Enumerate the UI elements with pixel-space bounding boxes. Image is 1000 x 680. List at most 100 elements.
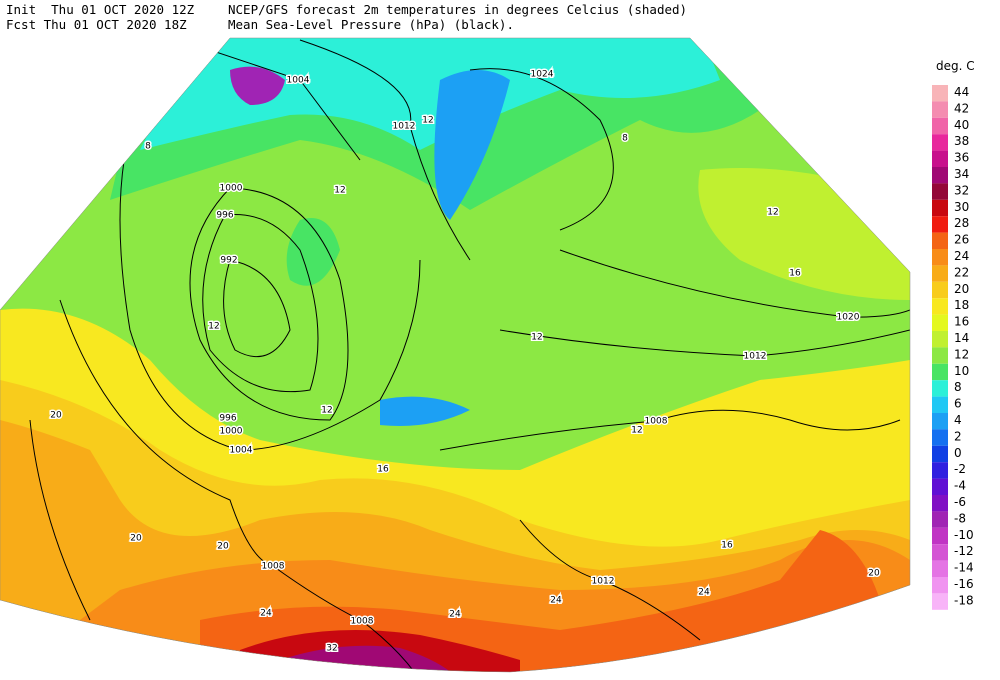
- legend-label: -10: [954, 528, 974, 542]
- temp-label: 32: [326, 644, 337, 654]
- legend-swatch: [932, 265, 948, 282]
- isobar: [559, 249, 910, 318]
- legend-swatch: [932, 314, 948, 331]
- legend-label: 12: [954, 347, 969, 361]
- legend-swatch: [932, 85, 948, 102]
- legend-label: 18: [954, 298, 969, 312]
- isobar: [59, 299, 421, 672]
- field-scandes: [434, 70, 510, 220]
- isobar: [223, 259, 291, 358]
- legend-label: -4: [954, 479, 966, 493]
- isobar-labels: 1004 1024 1012 1000 996 992 996 1000 100…: [215, 68, 861, 628]
- isobar: [519, 519, 701, 641]
- temp-label: 12: [321, 406, 332, 416]
- legend-label: 36: [954, 151, 969, 165]
- temp-label: 20: [217, 542, 229, 552]
- temperature-labels: 12 12 8 8 12 12 12 12 16 16 12 20 20 20 …: [49, 114, 882, 655]
- init-line: Init Thu 01 OCT 2020 12Z: [6, 2, 195, 17]
- temp-label: 8: [622, 134, 628, 144]
- legend-swatch: [932, 429, 948, 446]
- legend-label: -18: [954, 593, 974, 607]
- legend-label: 26: [954, 233, 969, 247]
- temp-label: 16: [789, 269, 801, 279]
- legend-label: 0: [954, 446, 962, 460]
- legend-label: 32: [954, 183, 969, 197]
- title-line: NCEP/GFS forecast 2m temperatures in deg…: [228, 2, 687, 17]
- isobar-label: 1024: [531, 70, 554, 80]
- legend-swatch: [932, 413, 948, 430]
- temp-label: 12: [631, 426, 642, 436]
- legend-label: 14: [954, 331, 969, 345]
- legend-label: 40: [954, 118, 969, 132]
- legend-swatch: [932, 150, 948, 167]
- legend-swatch: [932, 249, 948, 266]
- legend-label: -2: [954, 462, 966, 476]
- legend-swatch: [932, 117, 948, 135]
- temp-label: 12: [767, 208, 778, 218]
- legend-label: 42: [954, 101, 969, 115]
- legend-swatch: [932, 478, 948, 495]
- legend-label: -6: [954, 495, 966, 509]
- field-alps: [380, 396, 470, 426]
- legend-swatch: [932, 363, 948, 381]
- legend-swatch: [932, 134, 948, 151]
- isobar-label: 1008: [645, 417, 668, 427]
- legend-swatch: [932, 167, 948, 184]
- legend-swatch: [932, 577, 948, 594]
- isobar: [119, 59, 421, 451]
- isobar-label: 1012: [393, 122, 416, 132]
- temp-label: 20: [130, 534, 142, 544]
- isobar-label: 1008: [351, 617, 374, 627]
- fcst-line: Fcst Thu 01 OCT 2020 18Z: [6, 17, 187, 32]
- legend-label: -14: [954, 561, 974, 575]
- temp-label: 24: [260, 609, 272, 619]
- isobar: [499, 329, 910, 357]
- legend-swatch: [932, 199, 948, 217]
- field-8: [140, 38, 720, 150]
- legend-label: 8: [954, 380, 962, 394]
- temp-label: 12: [334, 186, 345, 196]
- isobar-label: 996: [216, 211, 233, 221]
- isobar-label: 992: [220, 256, 237, 266]
- legend-swatch: [932, 462, 948, 479]
- legend-label: 16: [954, 315, 969, 329]
- legend-label: 28: [954, 216, 969, 230]
- isobar: [189, 187, 349, 421]
- legend-title: deg. C: [936, 59, 975, 73]
- temp-label: 24: [449, 610, 461, 620]
- legend-swatch: [932, 331, 948, 348]
- legend-label: 6: [954, 397, 962, 411]
- legend: 4442403836343230282624222018161412108642…: [932, 85, 974, 610]
- legend-swatch: [932, 511, 948, 528]
- temp-label: 20: [868, 569, 880, 579]
- temp-label: 12: [531, 333, 542, 343]
- legend-label: 30: [954, 200, 969, 214]
- isobar: [299, 39, 471, 261]
- temp-label: 12: [208, 322, 219, 332]
- isobar-label: 1000: [220, 427, 243, 437]
- isobars: [29, 39, 910, 672]
- isobar: [469, 68, 614, 231]
- legend-swatch: [932, 544, 948, 561]
- isobar-label: 996: [219, 414, 236, 424]
- subtitle-line: Mean Sea-Level Pressure (hPa) (black).: [228, 17, 514, 32]
- legend-label: -16: [954, 577, 974, 591]
- isobar-label: 1012: [592, 577, 615, 587]
- temperature-field: [0, 38, 910, 672]
- temp-label: 16: [377, 465, 389, 475]
- legend-label: -12: [954, 544, 974, 558]
- isobar-label: 1000: [220, 184, 243, 194]
- temp-label: 8: [145, 142, 151, 152]
- legend-swatch: [932, 298, 948, 315]
- legend-label: 10: [954, 364, 969, 378]
- isobar: [202, 213, 319, 393]
- legend-label: 38: [954, 134, 969, 148]
- legend-swatch: [932, 380, 948, 397]
- legend-swatch: [932, 396, 948, 413]
- map-frame: [0, 37, 911, 673]
- legend-label: 2: [954, 429, 962, 443]
- isobar-label: 1004: [230, 446, 253, 456]
- legend-swatch: [932, 216, 948, 233]
- isobar-label: 1004: [287, 76, 310, 86]
